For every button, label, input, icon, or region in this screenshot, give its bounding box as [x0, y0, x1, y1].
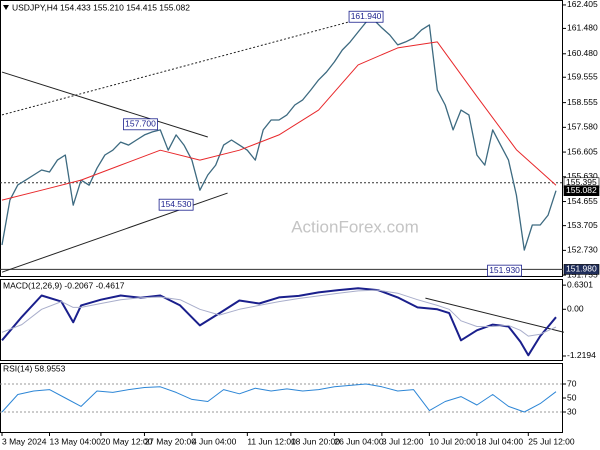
- chart-title: USDJPY,H4 154.433 155.210 154.415 155.08…: [12, 2, 190, 12]
- annotation: 151.930: [489, 265, 520, 275]
- x-tick-label: 18 Jun 20:00: [291, 436, 340, 446]
- series-line: [1, 19, 557, 251]
- x-tick-label: 27 May 20:00: [144, 436, 196, 446]
- y-tick-label: -1.2194: [567, 350, 596, 360]
- watermark: ActionForex.com: [291, 217, 419, 236]
- trend-line: [425, 297, 565, 333]
- rsi-title: RSI(14) 58.9553: [3, 363, 66, 373]
- x-tick-label: 3 Jul 12:00: [382, 436, 424, 446]
- y-tick-label: 0.00: [567, 304, 584, 314]
- panel-frame: [0, 0, 563, 277]
- price-label-box: [563, 264, 600, 275]
- y-tick-label: 162.405: [567, 0, 598, 9]
- trend-line: [1, 71, 208, 138]
- x-tick-label: 20 May 12:00: [101, 436, 153, 446]
- x-tick-label: 13 May 04:00: [49, 436, 101, 446]
- y-tick-label: 157.580: [567, 122, 598, 132]
- series-line: [1, 41, 557, 201]
- annotation-box: [123, 118, 158, 131]
- price-label: 155.395: [566, 177, 597, 187]
- price-label: 151.980: [566, 264, 597, 274]
- y-tick-label: 158.555: [567, 97, 598, 107]
- macd-title: MACD(12,26,9) -0.2067 -0.4617: [3, 280, 125, 290]
- panel-frame: [0, 363, 563, 433]
- x-tick-label: 18 Jul 04:00: [477, 436, 524, 446]
- y-tick-label: 155.630: [567, 171, 598, 181]
- x-tick-label: 3 May 2024: [2, 436, 47, 446]
- x-tick-label: 26 Jun 04:00: [334, 436, 383, 446]
- series-line: [1, 383, 557, 413]
- x-tick-label: 25 Jul 12:00: [528, 436, 575, 446]
- series-line: [1, 289, 557, 337]
- price-label: 155.082: [566, 185, 597, 195]
- y-tick-label: 154.655: [567, 196, 598, 206]
- annotation: 157.700: [125, 119, 156, 129]
- y-tick-label: 0.6301: [567, 279, 593, 289]
- trend-line: [1, 14, 375, 116]
- x-tick-label: 4 Jun 04:00: [192, 436, 237, 446]
- symbol-icon: [3, 5, 9, 10]
- annotation: 161.940: [351, 11, 382, 21]
- price-label-box: [563, 185, 600, 197]
- y-tick-label: 30: [567, 406, 577, 416]
- annotation-box: [348, 10, 384, 23]
- annotation-box: [158, 198, 194, 211]
- y-tick-label: 160.480: [567, 48, 598, 58]
- y-tick-label: 153.705: [567, 220, 598, 230]
- y-tick-label: 70: [567, 378, 577, 388]
- y-tick-label: 156.605: [567, 146, 598, 156]
- panel-frame: [0, 279, 563, 361]
- y-tick-label: 152.730: [567, 245, 598, 255]
- y-tick-label: 50: [567, 392, 577, 402]
- y-tick-label: 161.480: [567, 23, 598, 33]
- annotation: 154.530: [161, 199, 192, 209]
- annotation-box: [487, 264, 522, 277]
- x-tick-label: 10 Jul 20:00: [429, 436, 476, 446]
- y-tick-label: 159.555: [567, 71, 598, 81]
- x-tick-label: 11 Jun 12:00: [247, 436, 296, 446]
